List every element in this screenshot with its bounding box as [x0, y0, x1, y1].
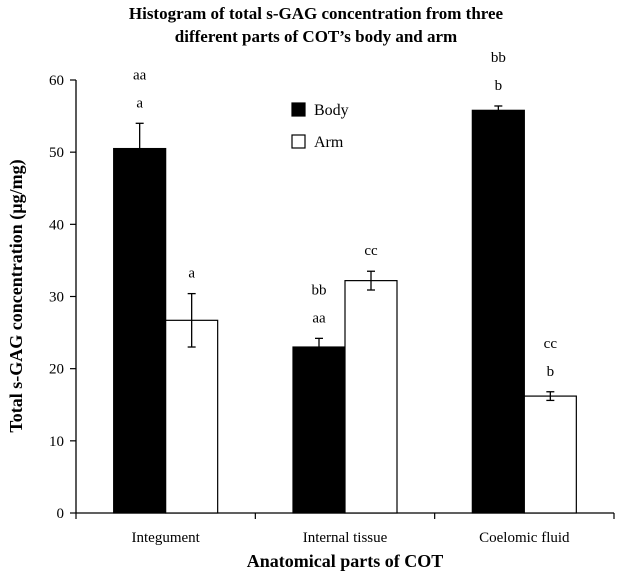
legend-label: Body: [314, 102, 349, 119]
x-axis-title: Anatomical parts of COT: [247, 551, 444, 571]
y-axis-title: Total s-GAG concentration (µg/mg): [6, 159, 27, 432]
plot-area: 0 10 20 30 40 50 60 Integument Internal tissue Co…: [49, 50, 615, 546]
significance-label: b: [547, 364, 555, 380]
legend-swatch: [291, 102, 306, 117]
legend-swatch: [291, 134, 306, 149]
y-tick-label: 40: [49, 217, 64, 233]
y-tick-label: 10: [49, 434, 64, 450]
significance-label: cc: [364, 243, 378, 259]
bar-arm: [523, 395, 577, 514]
bar-arm: [344, 280, 398, 514]
bar-arm: [165, 319, 219, 514]
significance-label: a: [136, 95, 143, 111]
bar-body: [113, 147, 167, 514]
x-tick-label: Coelomic fluid: [479, 530, 570, 546]
chart-title-line-2: different parts of COT’s body and arm: [175, 27, 457, 46]
legend-label: Arm: [314, 134, 344, 151]
y-tick-label: 0: [57, 506, 65, 522]
chart-title-line-1: Histogram of total s-GAG concentration f…: [129, 4, 504, 23]
significance-label: bb: [491, 50, 506, 66]
significance-label: a: [188, 266, 195, 282]
y-tick-label: 30: [49, 290, 64, 306]
bar-body: [292, 346, 346, 514]
significance-label: aa: [133, 67, 147, 83]
significance-label: bb: [312, 282, 327, 298]
significance-label: aa: [312, 310, 326, 326]
x-tick-label: Internal tissue: [303, 530, 388, 546]
y-tick-label: 50: [49, 145, 64, 161]
bar-body: [471, 109, 525, 514]
y-tick-label: 20: [49, 362, 64, 378]
y-tick-label: 60: [49, 73, 64, 89]
significance-label: cc: [544, 336, 558, 352]
significance-label: b: [495, 78, 503, 94]
x-tick-label: Integument: [132, 530, 201, 546]
